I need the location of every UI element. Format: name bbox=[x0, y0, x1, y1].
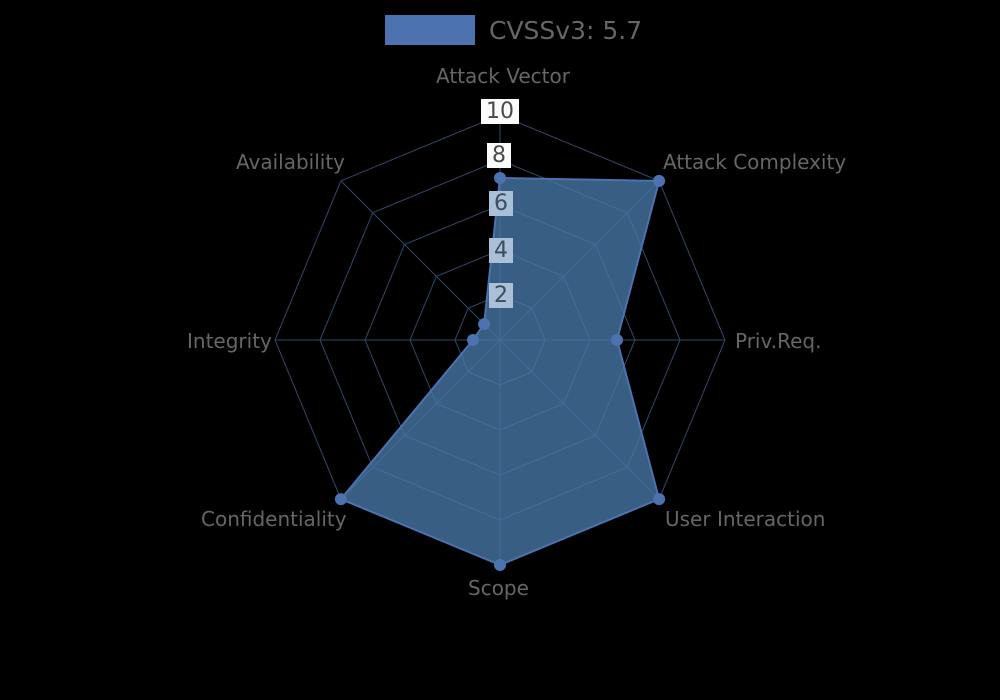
radial-tick-label: 6 bbox=[489, 191, 513, 217]
series-data-point bbox=[653, 174, 666, 187]
series-data-point bbox=[334, 493, 347, 506]
radial-tick-label: 4 bbox=[489, 238, 513, 264]
series-data-point bbox=[611, 334, 623, 346]
radial-tick-label: 2 bbox=[489, 283, 513, 309]
legend-label: CVSSv3: 5.7 bbox=[489, 15, 643, 45]
series-area bbox=[339, 177, 661, 566]
series-markers bbox=[334, 172, 666, 571]
grid-spoke bbox=[340, 180, 501, 341]
axis-label-priv-req: Priv.Req. bbox=[735, 329, 822, 353]
axis-label-attack-vector: Attack Vector bbox=[436, 64, 570, 88]
series-polygons bbox=[339, 177, 661, 566]
axis-label-user-interaction: User Interaction bbox=[665, 507, 826, 531]
radial-tick-label: 8 bbox=[487, 143, 511, 169]
series-data-point bbox=[494, 172, 506, 184]
axis-label-integrity: Integrity bbox=[187, 329, 272, 353]
series-data-point bbox=[478, 318, 491, 331]
series-data-point bbox=[653, 493, 666, 506]
axis-label-attack-complexity: Attack Complexity bbox=[663, 150, 847, 174]
chart-legend: CVSSv3: 5.7 bbox=[385, 15, 642, 45]
legend-color-swatch bbox=[385, 15, 475, 45]
axis-label-scope: Scope bbox=[468, 576, 529, 600]
axis-label-confidentiality: Confidentiality bbox=[201, 507, 347, 531]
radial-tick-label: 10 bbox=[481, 99, 519, 125]
series-data-point bbox=[494, 559, 506, 571]
axis-label-availability: Availability bbox=[236, 150, 346, 174]
series-data-point bbox=[467, 334, 479, 346]
